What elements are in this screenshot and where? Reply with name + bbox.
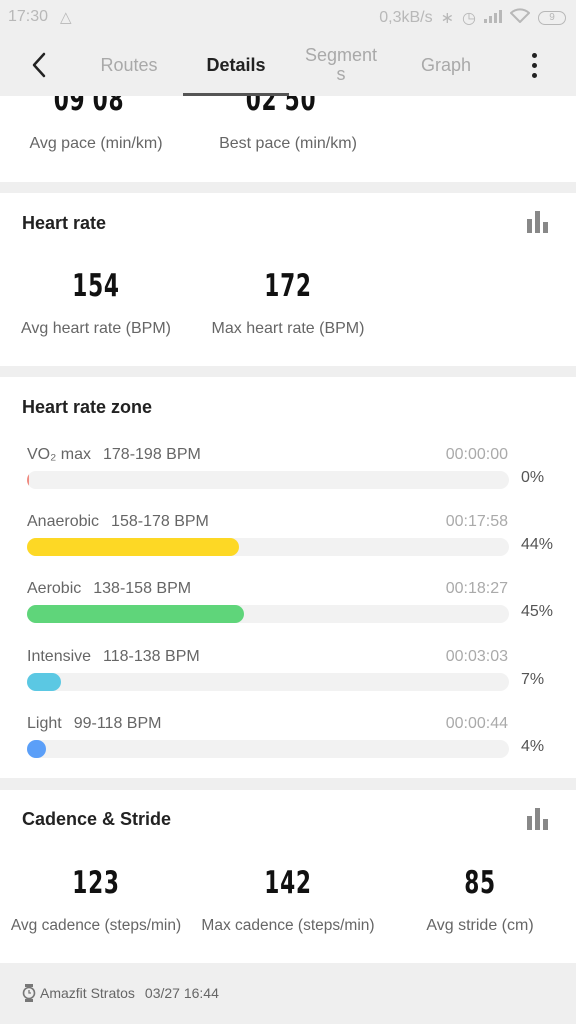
zone-bar	[27, 605, 509, 623]
zone-time: 00:03:03	[445, 648, 508, 665]
max-cadence-label: Max cadence (steps/min)	[201, 917, 375, 934]
warning-icon: △	[60, 9, 72, 26]
zone-bar-fill	[27, 740, 47, 758]
zone-bar	[27, 471, 509, 489]
more-options-button[interactable]	[520, 50, 548, 80]
avg-heart-rate-label: Avg heart rate (BPM)	[21, 320, 171, 337]
tab-graph[interactable]: Graph	[420, 54, 472, 75]
zone-time: 00:18:27	[445, 580, 508, 597]
zone-range: 138-158 BPM	[93, 580, 192, 597]
battery-level: 9	[549, 12, 555, 23]
zone-name: Anaerobic	[27, 513, 100, 530]
tab-segments[interactable]: Segment s	[304, 45, 378, 84]
zone-bar	[27, 538, 509, 556]
wifi-icon	[509, 8, 531, 28]
status-time: 17:30	[8, 8, 49, 25]
zone-bar-fill	[27, 538, 240, 556]
zone-time: 00:00:44	[445, 715, 508, 732]
zone-name: VO₂ max	[27, 446, 91, 463]
zone-bar	[27, 673, 509, 691]
cadence-stride-title: Cadence & Stride	[22, 809, 172, 829]
heart-rate-card: Heart rate 154 Avg heart rate (BPM) 172 …	[0, 193, 576, 366]
device-info: Amazfit Stratos 03/27 16:44	[22, 984, 219, 1002]
watch-icon	[22, 984, 36, 1002]
alarm-icon: ◷	[462, 10, 476, 27]
zone-name: Aerobic	[27, 580, 82, 597]
status-right: 0,3kB/s ∗ ◷ 9	[379, 8, 566, 28]
back-button[interactable]	[26, 50, 54, 80]
avg-cadence-label: Avg cadence (steps/min)	[10, 917, 182, 934]
best-pace-label: Best pace (min/km)	[219, 135, 357, 152]
bluetooth-icon: ∗	[440, 10, 455, 27]
max-heart-rate-value: 172	[264, 268, 312, 304]
more-vertical-icon	[520, 53, 548, 78]
zone-range: 178-198 BPM	[103, 446, 201, 463]
sync-datetime: 03/27 16:44	[144, 985, 219, 1001]
best-pace-value: 02'50"	[245, 96, 329, 118]
zone-percent: 7%	[521, 671, 545, 688]
bar-chart-icon[interactable]	[526, 211, 550, 233]
avg-pace-value: 09'08"	[53, 96, 137, 118]
avg-stride-label: Avg stride (cm)	[426, 917, 534, 934]
network-speed: 0,3kB/s	[379, 9, 433, 26]
battery-icon: 9	[538, 11, 566, 25]
heart-rate-title: Heart rate	[22, 213, 107, 233]
zone-bar-fill	[27, 605, 244, 623]
signal-icon	[484, 9, 502, 28]
zone-time: 00:17:58	[445, 513, 508, 530]
max-cadence-value: 142	[264, 865, 312, 901]
zone-percent: 45%	[521, 603, 554, 620]
heart-rate-zone-title: Heart rate zone	[22, 397, 153, 417]
zone-name: Intensive	[27, 648, 92, 665]
zone-percent: 4%	[521, 738, 545, 755]
pace-card: 09'08" Avg pace (min/km) 02'50" Best pac…	[0, 96, 576, 182]
avg-cadence-value: 123	[72, 865, 120, 901]
zone-percent: 44%	[521, 536, 554, 553]
zone-range: 118-138 BPM	[103, 648, 200, 665]
zone-bar-fill	[27, 673, 61, 691]
back-arrow-icon	[32, 52, 46, 78]
zone-time: 00:00:00	[445, 446, 508, 463]
zone-bar	[27, 740, 509, 758]
avg-stride-value: 85	[464, 865, 496, 901]
zone-range: 158-178 BPM	[111, 513, 209, 530]
active-tab-indicator	[183, 93, 289, 96]
app-header: Routes Details Segment s Graph	[0, 34, 576, 96]
zone-range: 99-118 BPM	[73, 715, 162, 732]
status-bar: 17:30 △ 0,3kB/s ∗ ◷ 9	[0, 0, 576, 34]
bar-chart-icon[interactable]	[526, 808, 550, 830]
cadence-stride-card: Cadence & Stride 123 Avg cadence (steps/…	[0, 790, 576, 963]
avg-pace-label: Avg pace (min/km)	[29, 135, 163, 152]
heart-rate-zone-card: Heart rate zone VO₂ max 178-198 BPM 00:00…	[0, 377, 576, 778]
tab-routes[interactable]: Routes	[100, 54, 158, 75]
zone-bar-fill	[27, 471, 30, 489]
avg-heart-rate-value: 154	[72, 268, 120, 304]
tab-details[interactable]: Details	[206, 54, 266, 75]
zone-name: Light	[27, 715, 62, 732]
device-name: Amazfit Stratos	[40, 985, 135, 1001]
max-heart-rate-label: Max heart rate (BPM)	[211, 320, 365, 337]
zone-percent: 0%	[521, 469, 545, 486]
